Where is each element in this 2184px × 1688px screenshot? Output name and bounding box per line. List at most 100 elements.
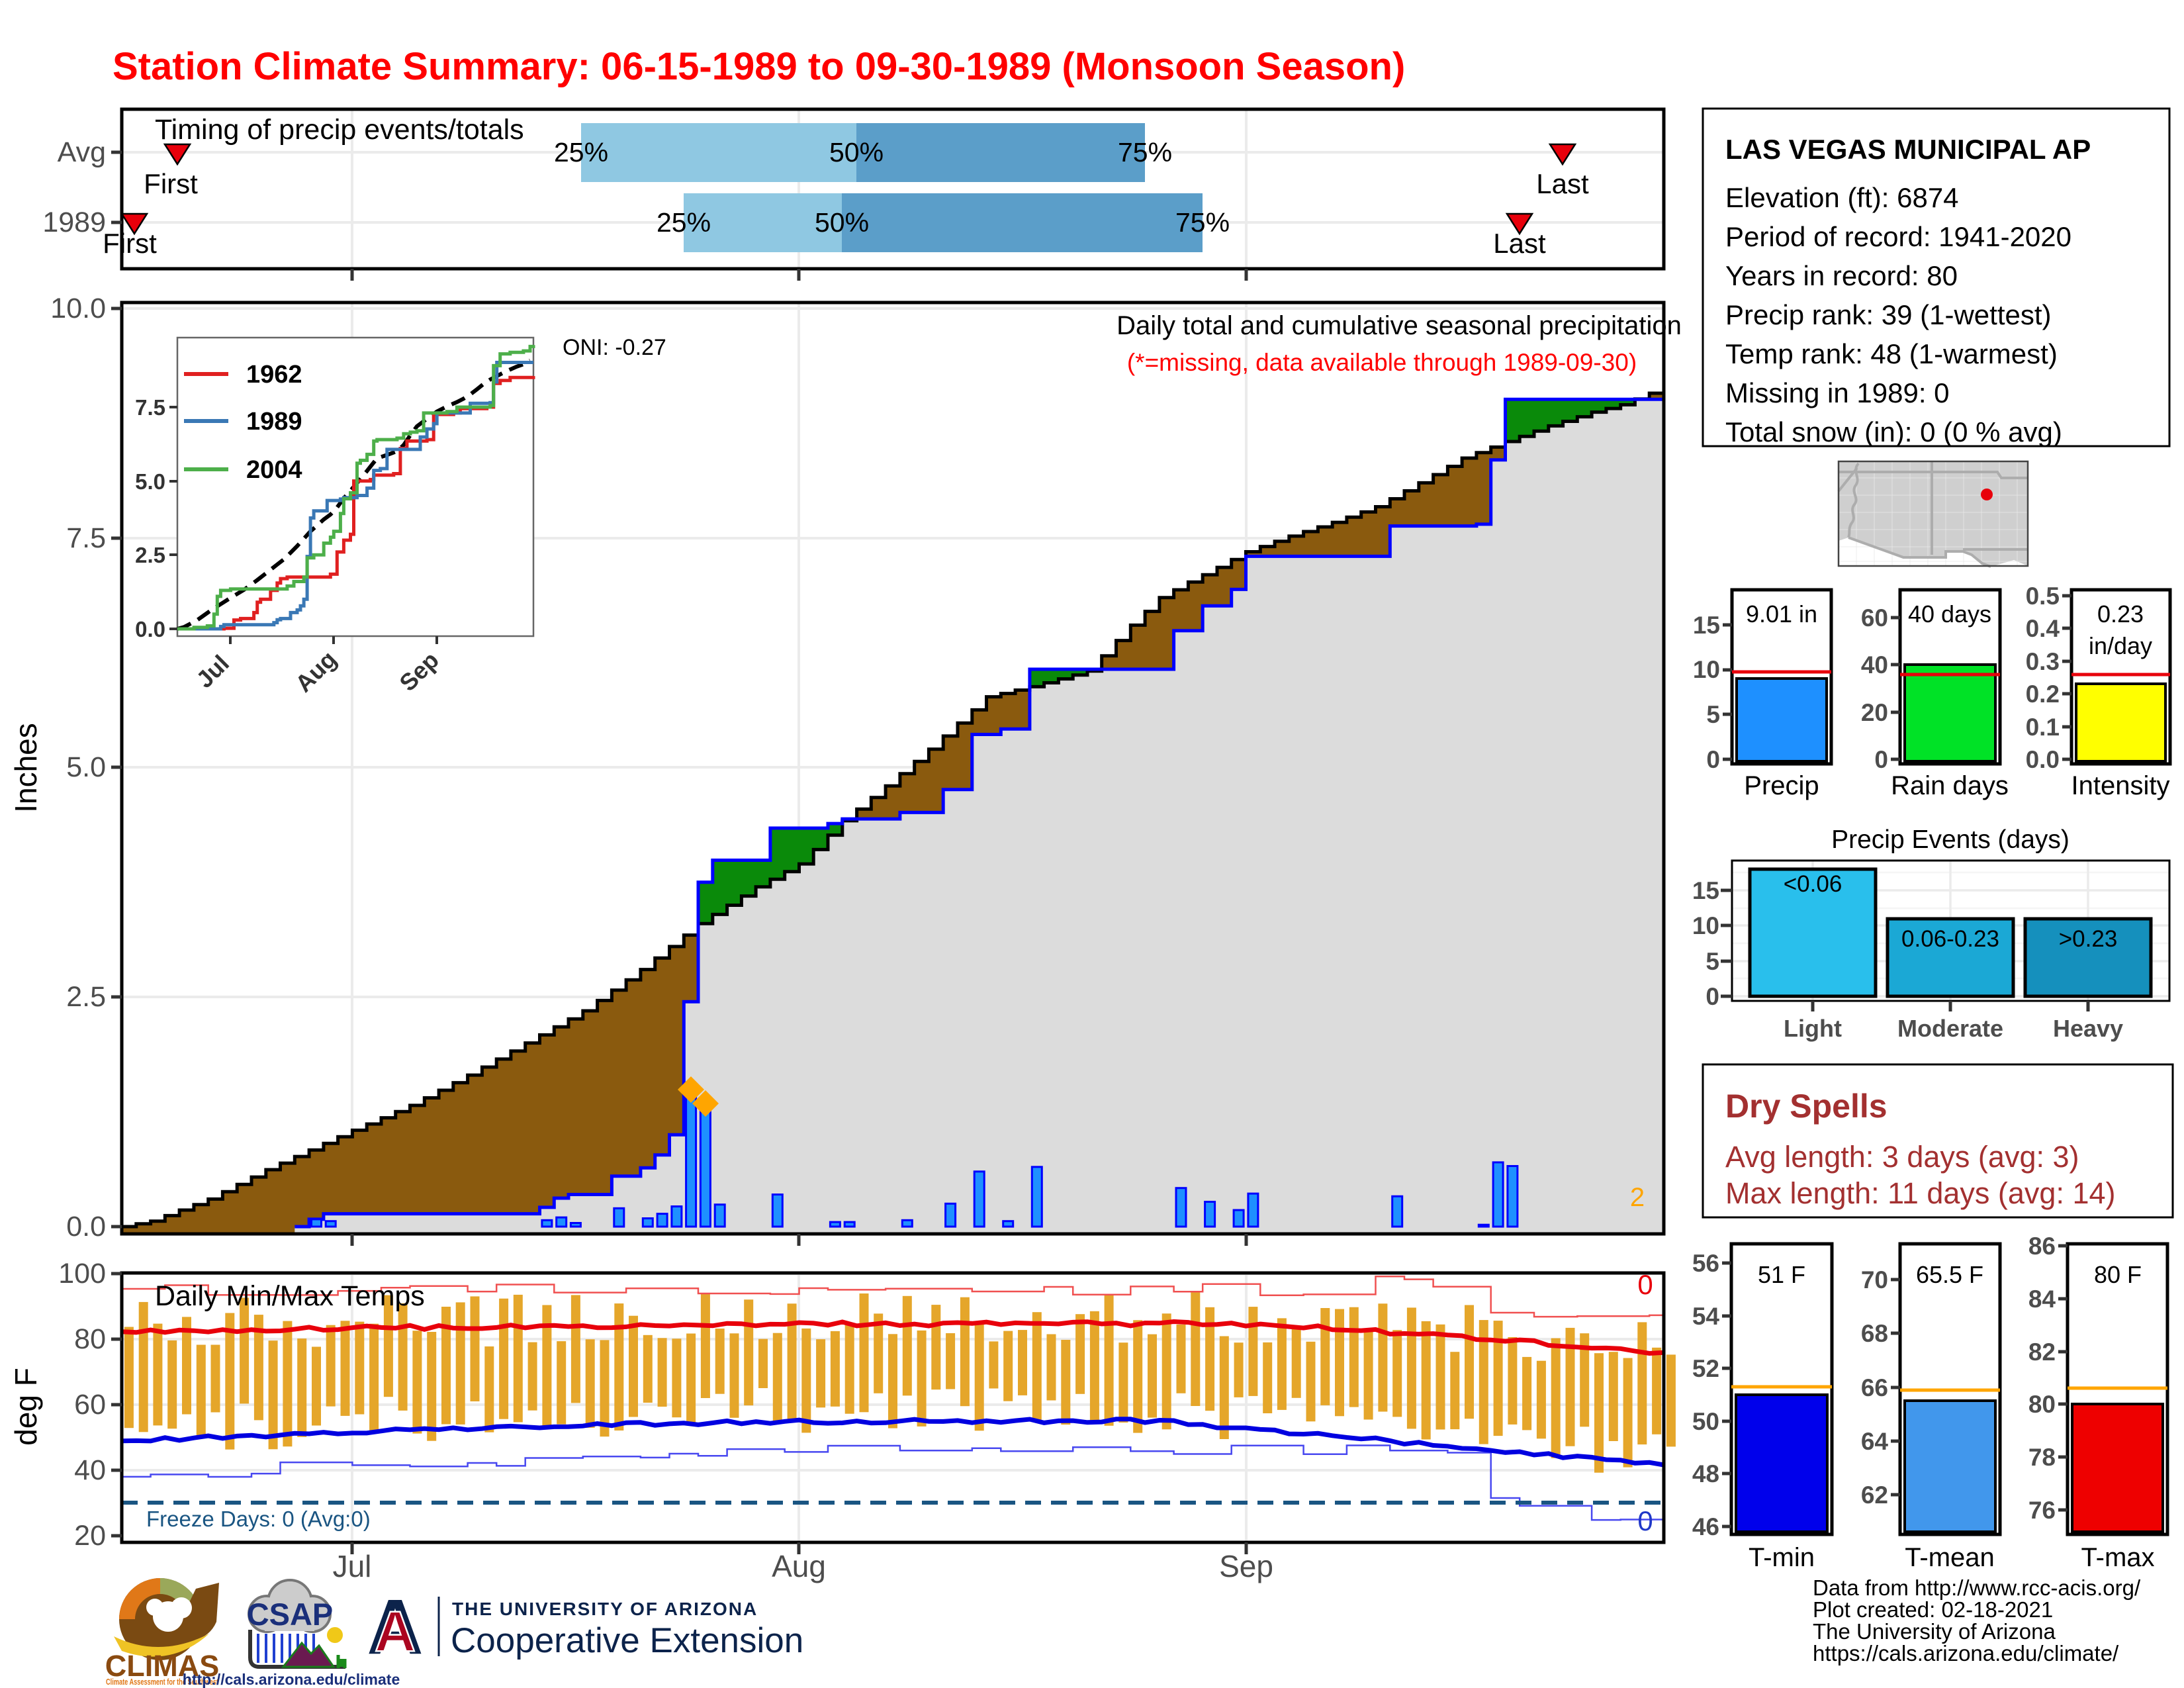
svg-text:46: 46 <box>1692 1513 1719 1540</box>
svg-text:82: 82 <box>2028 1338 2056 1366</box>
svg-text:T-mean: T-mean <box>1905 1543 1995 1572</box>
svg-text:http://cals.arizona.edu/climat: http://cals.arizona.edu/climate <box>183 1671 400 1688</box>
svg-text:Dry Spells: Dry Spells <box>1725 1088 1888 1125</box>
svg-text:15: 15 <box>1693 612 1720 639</box>
svg-text:Climate Assessment for the Sou: Climate Assessment for the Southwest <box>106 1677 218 1687</box>
svg-text:0.0: 0.0 <box>2026 746 2060 773</box>
svg-text:deg F: deg F <box>9 1368 43 1446</box>
svg-text:0.2: 0.2 <box>2026 680 2060 708</box>
svg-text:1989: 1989 <box>42 207 106 238</box>
svg-text:Station Climate Summary: 06-15: Station Climate Summary: 06-15-1989 to 0… <box>113 45 1405 88</box>
svg-text:Elevation (ft): 6874: Elevation (ft): 6874 <box>1725 182 1959 213</box>
svg-text:0.06-0.23: 0.06-0.23 <box>1901 926 1999 952</box>
svg-text:Period of record: 1941-2020: Period of record: 1941-2020 <box>1725 221 2071 252</box>
svg-text:10: 10 <box>1693 656 1720 683</box>
svg-text:0: 0 <box>1637 1505 1653 1536</box>
svg-text:56: 56 <box>1692 1250 1719 1277</box>
svg-text:52: 52 <box>1692 1355 1719 1382</box>
svg-text:THE UNIVERSITY OF ARIZONA: THE UNIVERSITY OF ARIZONA <box>452 1599 758 1619</box>
svg-text:Intensity: Intensity <box>2071 771 2170 800</box>
svg-text:1962: 1962 <box>246 361 302 389</box>
svg-text:68: 68 <box>1861 1320 1888 1347</box>
svg-text:0.0: 0.0 <box>66 1211 106 1243</box>
svg-text:0: 0 <box>1874 746 1888 773</box>
svg-text:First: First <box>144 168 198 199</box>
svg-text:Sep: Sep <box>1219 1549 1273 1583</box>
svg-text:48: 48 <box>1692 1460 1719 1487</box>
svg-text:40: 40 <box>1861 651 1888 679</box>
svg-text:10.0: 10.0 <box>50 293 106 324</box>
svg-text:T-max: T-max <box>2081 1543 2154 1572</box>
svg-text:51 F: 51 F <box>1758 1261 1805 1288</box>
svg-text:Precip rank: 39 (1-wettest): Precip rank: 39 (1-wettest) <box>1725 299 2052 330</box>
svg-text:54: 54 <box>1692 1303 1720 1330</box>
svg-text:75%: 75% <box>1118 137 1172 167</box>
svg-text:60: 60 <box>74 1389 106 1421</box>
svg-text:Max length: 11 days (avg: 14): Max length: 11 days (avg: 14) <box>1725 1176 2115 1210</box>
svg-text:Years in record: 80: Years in record: 80 <box>1725 260 1958 291</box>
svg-text:Last: Last <box>1536 168 1589 199</box>
svg-text:5.0: 5.0 <box>135 469 165 494</box>
svg-text:0.3: 0.3 <box>2026 648 2060 675</box>
svg-text:100: 100 <box>58 1258 106 1289</box>
svg-text:7.5: 7.5 <box>66 522 106 554</box>
svg-text:80: 80 <box>2028 1391 2056 1418</box>
svg-text:Precip: Precip <box>1744 771 1819 800</box>
svg-text:(*=missing, data available thr: (*=missing, data available through 1989-… <box>1127 349 1637 376</box>
svg-text:70: 70 <box>1861 1266 1888 1293</box>
svg-text:5: 5 <box>1706 701 1720 728</box>
svg-text:7.5: 7.5 <box>135 395 165 420</box>
svg-text:0.0: 0.0 <box>135 617 165 641</box>
svg-text:86: 86 <box>2028 1233 2056 1260</box>
svg-text:10: 10 <box>1692 912 1719 939</box>
svg-text:Daily total and cumulative sea: Daily total and cumulative seasonal prec… <box>1116 311 1682 340</box>
svg-text:Avg: Avg <box>58 136 106 168</box>
svg-text:0.1: 0.1 <box>2026 714 2060 741</box>
svg-text:25%: 25% <box>657 207 711 238</box>
svg-text:5: 5 <box>1706 948 1719 975</box>
svg-text:Aug: Aug <box>772 1549 826 1583</box>
svg-text:2: 2 <box>1630 1183 1645 1212</box>
svg-text:LAS VEGAS MUNICIPAL AP: LAS VEGAS MUNICIPAL AP <box>1725 134 2091 165</box>
svg-text:Timing of precip events/totals: Timing of precip events/totals <box>155 114 524 146</box>
svg-text:T-min: T-min <box>1749 1543 1815 1572</box>
svg-text:64: 64 <box>1861 1428 1889 1455</box>
svg-text:62: 62 <box>1861 1481 1888 1509</box>
svg-text:<0.06: <0.06 <box>1784 871 1843 897</box>
svg-text:0: 0 <box>1706 746 1720 773</box>
svg-text:Jul: Jul <box>333 1549 372 1583</box>
svg-text:40 days: 40 days <box>1908 600 1991 628</box>
svg-text:0.5: 0.5 <box>2026 583 2060 610</box>
svg-text:Freeze Days: 0 (Avg:0): Freeze Days: 0 (Avg:0) <box>146 1507 371 1531</box>
svg-text:25%: 25% <box>554 137 608 167</box>
svg-text:Total snow (in): 0 (0 % avg): Total snow (in): 0 (0 % avg) <box>1725 416 2062 447</box>
svg-text:15: 15 <box>1692 877 1719 904</box>
svg-text:84: 84 <box>2028 1286 2056 1313</box>
svg-text:in/day: in/day <box>2089 632 2152 659</box>
svg-text:75%: 75% <box>1175 207 1230 238</box>
svg-text:40: 40 <box>74 1454 106 1486</box>
svg-text:0.4: 0.4 <box>2026 615 2060 642</box>
svg-text:A: A <box>375 1600 416 1664</box>
svg-text:Last: Last <box>1493 228 1546 259</box>
svg-text:20: 20 <box>74 1520 106 1552</box>
svg-text:65.5 F: 65.5 F <box>1916 1261 1983 1288</box>
svg-text:80: 80 <box>74 1323 106 1355</box>
svg-text:66: 66 <box>1861 1374 1888 1401</box>
svg-text:Moderate: Moderate <box>1897 1015 2003 1042</box>
svg-text:0.23: 0.23 <box>2097 600 2144 628</box>
svg-text:50%: 50% <box>815 207 869 238</box>
svg-text:Heavy: Heavy <box>2053 1015 2123 1042</box>
svg-text:Daily Min/Max Temps: Daily Min/Max Temps <box>155 1280 425 1312</box>
svg-text:50: 50 <box>1692 1408 1719 1435</box>
svg-text:76: 76 <box>2028 1497 2056 1524</box>
svg-text:50%: 50% <box>829 137 884 167</box>
svg-text:Plot created: 02-18-2021: Plot created: 02-18-2021 <box>1813 1597 2053 1622</box>
svg-text:60: 60 <box>1861 604 1888 632</box>
svg-text:78: 78 <box>2028 1444 2056 1471</box>
svg-text:CSAP: CSAP <box>247 1597 334 1632</box>
svg-text:Precip Events (days): Precip Events (days) <box>1831 825 2070 854</box>
svg-text:Cooperative Extension: Cooperative Extension <box>451 1621 803 1660</box>
svg-text:2.5: 2.5 <box>135 543 165 567</box>
svg-text:The University of Arizona: The University of Arizona <box>1813 1619 2056 1644</box>
